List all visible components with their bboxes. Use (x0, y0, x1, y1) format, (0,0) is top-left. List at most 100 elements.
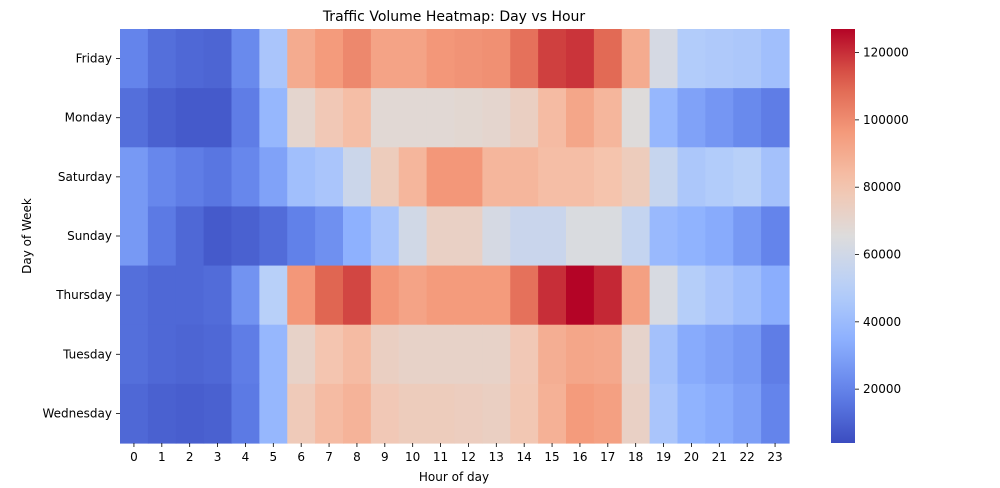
heatmap-cell (398, 383, 428, 444)
x-tick-label: 14 (517, 450, 532, 464)
colorbar (831, 29, 855, 443)
chart-title: Traffic Volume Heatmap: Day vs Hour (322, 9, 586, 25)
heatmap-cell (677, 265, 706, 326)
heatmap-cell (733, 88, 762, 148)
heatmap-cell (538, 265, 567, 326)
heatmap-cell (733, 324, 762, 385)
heatmap-cell (705, 88, 734, 148)
heatmap-cell (677, 383, 706, 444)
heatmap-cell (203, 147, 233, 208)
heatmap-cell (538, 383, 567, 444)
heatmap-cell (510, 29, 539, 89)
heatmap-cell (175, 29, 205, 89)
heatmap-cell (621, 265, 651, 326)
heatmap-cell (259, 383, 288, 444)
heatmap-cell (343, 383, 372, 444)
heatmap-cell (398, 265, 428, 326)
heatmap-cell (649, 147, 679, 208)
heatmap-cell (538, 88, 567, 148)
heatmap-cell (120, 383, 149, 444)
x-tick-label: 13 (489, 450, 504, 464)
heatmap-cell (566, 383, 595, 444)
colorbar-tick-label: 100000 (863, 113, 909, 127)
heatmap-cell (370, 88, 400, 148)
heatmap-cell (593, 383, 623, 444)
y-tick-label: Thursday (55, 288, 112, 302)
heatmap-cell (315, 383, 344, 444)
y-axis: Friday Monday Saturday Sunday Thursday Tuesda… (43, 52, 120, 420)
heatmap-cell (259, 147, 288, 208)
heatmap-cell (510, 265, 539, 326)
heatmap-cell (231, 324, 260, 385)
heatmap-cell (315, 147, 344, 208)
heatmap-cell (175, 147, 205, 208)
heatmap-cell (287, 265, 316, 326)
heatmap-cells (120, 29, 790, 444)
heatmap-cell (426, 265, 456, 326)
x-tick-label: 22 (740, 450, 755, 464)
heatmap-cell (370, 383, 400, 444)
heatmap-cell (482, 383, 511, 444)
heatmap-cell (259, 324, 288, 385)
x-tick-label: 2 (186, 450, 194, 464)
heatmap-cell (147, 88, 177, 148)
heatmap-cell (566, 29, 595, 89)
heatmap-cell (398, 147, 428, 208)
heatmap-cell (621, 324, 651, 385)
heatmap-cell (482, 324, 511, 385)
heatmap-cell (426, 206, 456, 267)
heatmap-cell (287, 147, 316, 208)
x-tick-label: 0 (130, 450, 138, 464)
heatmap-cell (510, 383, 539, 444)
heatmap-cell (370, 265, 400, 326)
heatmap-cell (482, 147, 511, 208)
heatmap-cell (343, 324, 372, 385)
heatmap-cell (175, 206, 205, 267)
heatmap-cell (677, 29, 706, 89)
x-tick-label: 1 (158, 450, 166, 464)
heatmap-cell (677, 147, 706, 208)
heatmap-cell (287, 29, 316, 89)
heatmap-cell (120, 147, 149, 208)
heatmap-cell (705, 383, 734, 444)
heatmap-cell (203, 383, 233, 444)
heatmap-cell (733, 265, 762, 326)
heatmap-cell (677, 88, 706, 148)
heatmap-cell (315, 88, 344, 148)
x-axis: 0 1 2 3 4 5 6 7 8 9 10 11 12 13 14 15 16 17 18 19 20 21 22 23 (130, 443, 783, 464)
heatmap-cell (120, 88, 149, 148)
heatmap-cell (454, 324, 483, 385)
heatmap-cell (343, 206, 372, 267)
heatmap-cell (761, 324, 790, 385)
heatmap-cell (761, 147, 790, 208)
heatmap-cell (649, 265, 679, 326)
heatmap-cell (705, 29, 734, 89)
heatmap-cell (231, 88, 260, 148)
x-tick-label: 4 (242, 450, 250, 464)
heatmap-cell (482, 206, 511, 267)
heatmap-cell (733, 147, 762, 208)
heatmap-cell (482, 265, 511, 326)
heatmap-cell (343, 88, 372, 148)
heatmap-cell (538, 206, 567, 267)
heatmap-cell (315, 324, 344, 385)
x-tick-label: 12 (461, 450, 476, 464)
colorbar-ticks: 20000 40000 60000 80000 100000 120000 (855, 46, 909, 396)
heatmap-cell (398, 88, 428, 148)
heatmap-cell (482, 29, 511, 89)
heatmap-cell (733, 29, 762, 89)
heatmap-cell (175, 383, 205, 444)
heatmap-cell (649, 88, 679, 148)
colorbar-tick-label: 120000 (863, 46, 909, 60)
heatmap-cell (147, 383, 177, 444)
heatmap-cell (231, 206, 260, 267)
heatmap-cell (315, 206, 344, 267)
heatmap-cell (593, 265, 623, 326)
heatmap-cell (677, 324, 706, 385)
heatmap-cell (621, 29, 651, 89)
heatmap-cell (426, 29, 456, 89)
heatmap-cell (315, 265, 344, 326)
colorbar-tick-label: 80000 (863, 180, 901, 194)
heatmap-cell (454, 206, 483, 267)
heatmap-cell (203, 324, 233, 385)
